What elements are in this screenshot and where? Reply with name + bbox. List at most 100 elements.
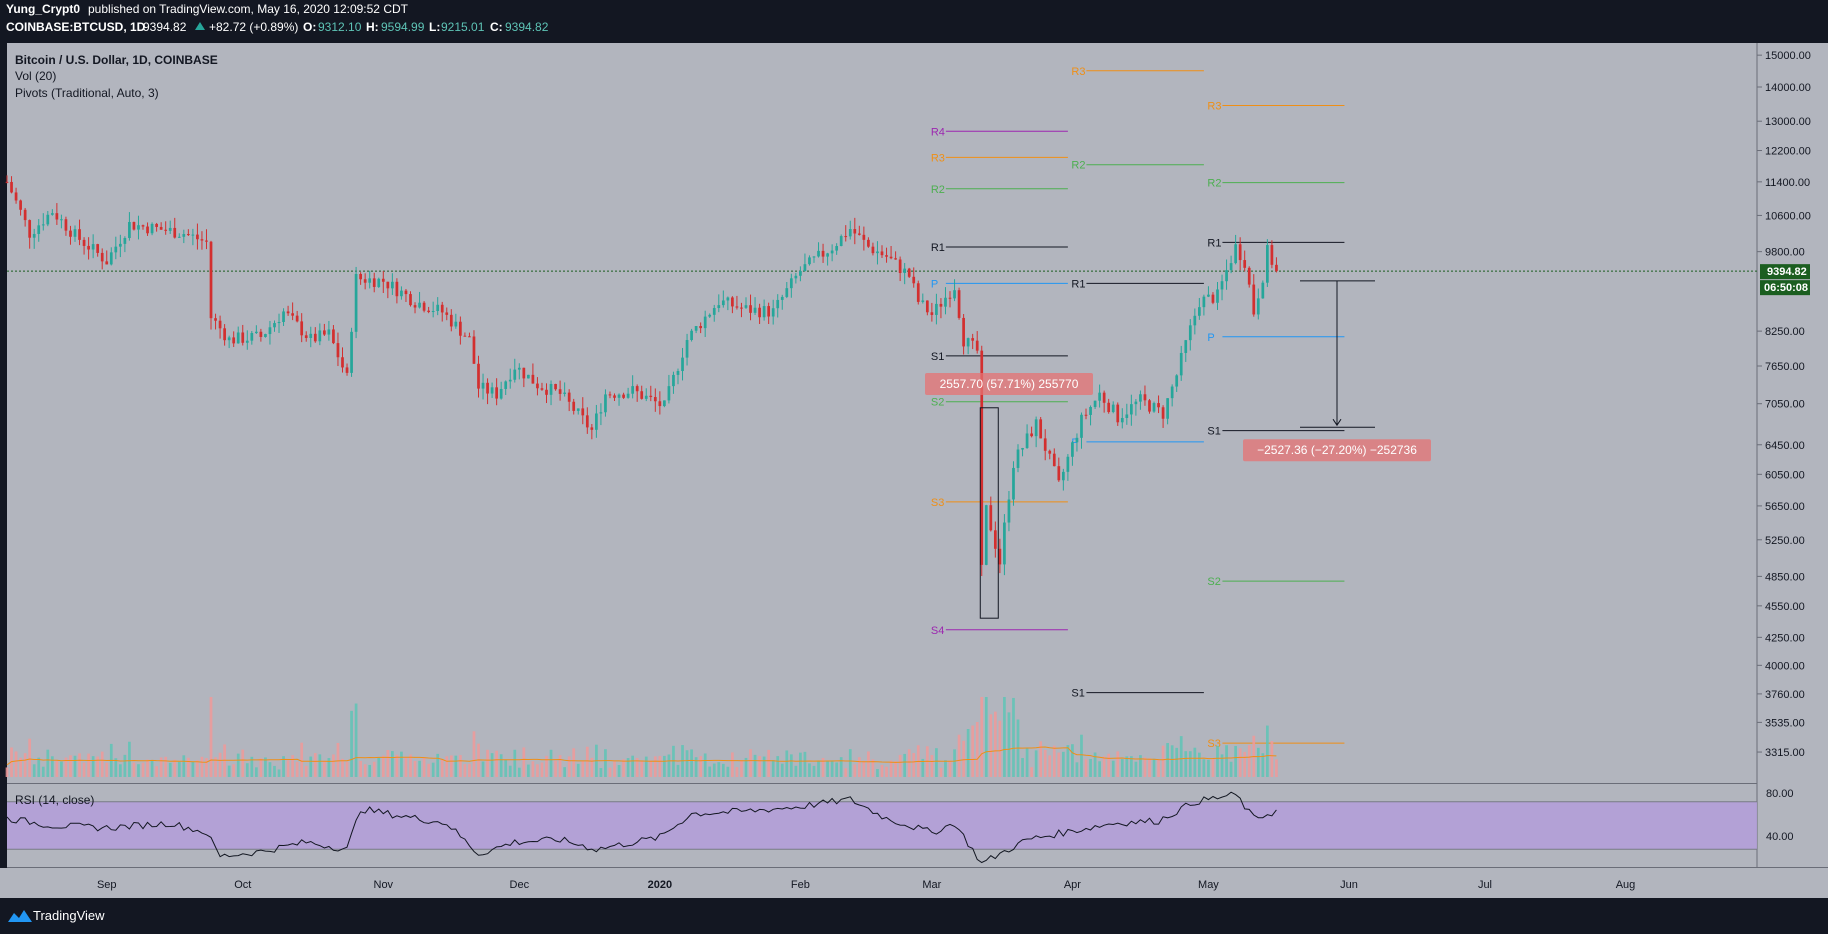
candle-body <box>440 304 444 313</box>
candle-body <box>780 296 784 300</box>
candle-body <box>1003 522 1006 565</box>
y-tick-label: 15000.00 <box>1765 50 1811 62</box>
candle-body <box>309 333 313 338</box>
rsi-legend[interactable]: RSI (14, close) <box>15 793 94 807</box>
candle-body <box>1012 467 1015 500</box>
volume-bar <box>889 760 893 777</box>
volume-bar <box>690 749 693 777</box>
candle-body <box>563 392 567 394</box>
candle-body <box>1143 394 1147 401</box>
candle-body <box>771 308 775 317</box>
volume-bar <box>1157 759 1160 777</box>
volume-bar <box>168 762 172 777</box>
candle-body <box>259 331 263 337</box>
price-pane[interactable] <box>7 43 1757 783</box>
volume-bar <box>1021 757 1024 777</box>
volume-bar <box>1152 758 1156 777</box>
candle-body <box>744 305 748 308</box>
candle-body <box>1275 264 1278 272</box>
volume-bar <box>635 758 639 777</box>
volume-bar <box>1052 745 1056 777</box>
candle-body <box>916 283 920 302</box>
candle-body <box>227 337 231 341</box>
low-value: 9215.01 <box>441 20 485 34</box>
volume-bar <box>572 748 576 777</box>
pivot-label-s4: S4 <box>931 625 944 637</box>
volume-bar <box>1025 748 1029 777</box>
candle-body <box>1148 400 1151 412</box>
volume-bar <box>359 761 362 777</box>
candle-body <box>422 302 426 311</box>
volume-bar <box>676 764 680 777</box>
volume-bar <box>617 765 621 777</box>
candle-body <box>372 278 376 287</box>
volume-bar <box>817 760 820 777</box>
candle-body <box>1220 281 1224 290</box>
candle-body <box>939 303 943 307</box>
volume-bar <box>545 755 548 777</box>
candle-body <box>1043 438 1047 451</box>
legend-volume[interactable]: Vol (20) <box>15 69 56 83</box>
volume-bar <box>118 764 122 777</box>
volume-bar <box>703 753 707 777</box>
drawings[interactable]: 2557.70 (57.71%) 255770 −2527.36 (−27.20%… <box>925 280 1431 619</box>
candle-body <box>277 322 281 324</box>
candle-body <box>196 234 199 240</box>
candle-body <box>830 250 834 254</box>
candle-body <box>853 229 857 234</box>
candle-body <box>517 367 521 370</box>
volume-bar <box>667 754 671 777</box>
pivot-levels: R4 R3 R2 R1 P S1 S2 S3 S4 R3 R2 R1 P S1 R3 R2 R1 P S1 S2 S3 <box>931 66 1345 750</box>
volume-bar <box>372 761 376 777</box>
volume-bar <box>1057 752 1061 777</box>
volume-bar <box>1007 712 1011 777</box>
candle-body <box>839 236 843 247</box>
candle-body <box>313 333 317 342</box>
price-axis[interactable] <box>1757 43 1828 868</box>
candle-body <box>912 276 916 284</box>
measure-range-box[interactable] <box>979 407 999 619</box>
candle-body <box>386 281 390 289</box>
countdown-tag-text: 06:50:08 <box>1764 282 1808 294</box>
volume-ma-line <box>6 746 1277 766</box>
volume-bar <box>1129 756 1133 777</box>
y-tick-label: 9800.00 <box>1765 247 1805 259</box>
volume-bar <box>241 749 245 777</box>
candle-body <box>481 382 485 389</box>
candle-body <box>82 239 86 246</box>
volume-bar <box>78 753 81 777</box>
volume-bar <box>622 759 625 777</box>
volume-bar <box>250 756 254 777</box>
candle-body <box>499 388 503 399</box>
candle-body <box>1066 456 1070 472</box>
volume-bar <box>563 767 567 777</box>
volume-bars <box>5 697 1278 777</box>
volume-bar <box>295 761 299 777</box>
author-name[interactable]: Yung_Crypt0 <box>6 2 80 16</box>
volume-bar <box>721 763 725 777</box>
candle-body <box>100 252 104 262</box>
volume-bar <box>1080 734 1083 777</box>
volume-bar <box>205 758 208 777</box>
legend-pivots[interactable]: Pivots (Traditional, Auto, 3) <box>15 86 159 100</box>
volume-bar <box>989 714 993 777</box>
candle-body <box>1202 296 1206 308</box>
volume-bar <box>1030 767 1033 777</box>
rsi-tick-80: 80.00 <box>1766 788 1794 800</box>
volume-bar <box>105 762 109 777</box>
volume-bar <box>245 763 249 777</box>
volume-bar <box>663 755 666 777</box>
volume-bar <box>32 764 36 777</box>
candle-body <box>554 383 557 390</box>
tradingview-logo[interactable]: TradingView <box>8 908 105 923</box>
volume-bar <box>1184 751 1188 777</box>
candle-body <box>322 330 326 335</box>
rsi-line <box>6 791 1277 864</box>
candle-body <box>921 300 925 302</box>
pivot-label-s2: S2 <box>1207 576 1220 588</box>
candle-body <box>141 225 145 227</box>
volume-bar <box>64 757 68 777</box>
candle-body <box>776 299 780 309</box>
candle-body <box>889 256 893 259</box>
candle-body <box>468 336 471 338</box>
